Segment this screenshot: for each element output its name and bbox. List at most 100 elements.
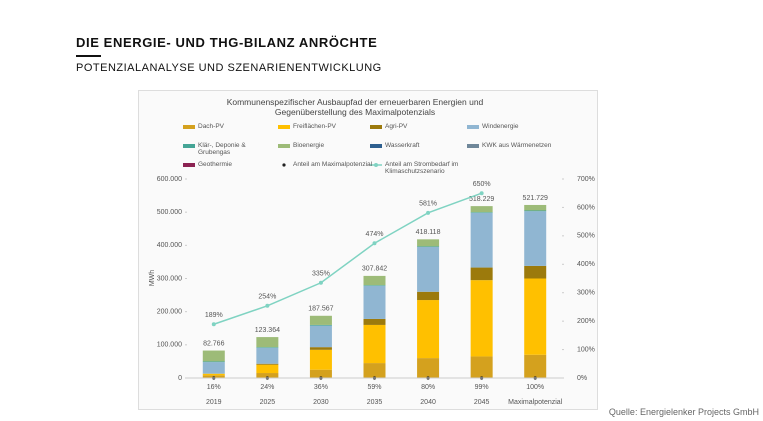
legend-swatch [370, 125, 382, 129]
x-tick-label: 2019 [206, 399, 222, 406]
line-label: 581% [419, 201, 437, 208]
x-tick-label: 2040 [420, 399, 436, 406]
bar-segment [524, 354, 547, 378]
bar-segment [470, 356, 493, 378]
bar-segment [256, 347, 279, 348]
total-label: 123.364 [255, 327, 280, 334]
line-point [211, 322, 216, 327]
legend-label: Geothermie [198, 161, 232, 168]
y2-tick-label: 500% [577, 233, 595, 240]
bar-segment [309, 324, 332, 326]
x-tick-label: 2025 [260, 399, 276, 406]
bar-segment [256, 363, 279, 365]
bar-segment [470, 212, 493, 268]
y-tick-label: 200.000 [157, 309, 182, 316]
bar-segment [363, 285, 386, 286]
line-label: 474% [366, 231, 384, 238]
bar-segment [202, 350, 225, 362]
bar-segment [417, 358, 440, 378]
bar-segment [470, 267, 493, 281]
total-label: 307.842 [362, 266, 387, 273]
y-tick-label: 400.000 [157, 242, 182, 249]
legend-label: KWK aus Wärmenetzen [482, 142, 552, 149]
line-label: 189% [205, 312, 223, 319]
bar-segment [524, 204, 547, 211]
bar-segment [470, 212, 493, 213]
source: Quelle: Energielenker Projects GmbH [608, 407, 759, 417]
line-point [318, 280, 323, 285]
bar-segment [309, 325, 332, 348]
bar-segment [256, 364, 279, 374]
y-tick-label: 0 [178, 375, 182, 382]
bar-segment [417, 246, 440, 292]
y2-tick-label: 300% [577, 290, 595, 297]
line-label: 335% [312, 271, 330, 278]
y-tick-label: 100.000 [157, 342, 182, 349]
share-label: 80% [421, 384, 435, 391]
bar-segment [417, 291, 440, 301]
bar-segment [363, 318, 386, 325]
share-label: 59% [367, 384, 381, 391]
bar-segment [363, 275, 386, 286]
legend-label: Bioenergie [293, 142, 325, 149]
legend-swatch [370, 144, 382, 148]
bar-segment [363, 285, 386, 319]
total-label: 521.729 [523, 195, 548, 202]
legend-swatch [183, 163, 195, 167]
slide-title: DIE ENERGIE- UND THG-BILANZ ANRÖCHTE [76, 35, 378, 50]
share-label: 100% [526, 384, 544, 391]
x-tick-label: 2035 [367, 399, 383, 406]
share-label: 36% [314, 384, 328, 391]
bar-segment [256, 347, 279, 364]
bar-segment [309, 369, 332, 378]
bar-segment [202, 373, 225, 376]
legend-label: Dach-PV [198, 123, 225, 130]
total-label: 418.118 [416, 229, 441, 236]
bar-segment [309, 349, 332, 370]
x-tick-label: 2045 [474, 399, 490, 406]
legend-label: Wasserkraft [385, 142, 420, 149]
y-axis-label: MWh [149, 270, 156, 286]
share-label: 24% [260, 384, 274, 391]
y-tick-label: 500.000 [157, 209, 182, 216]
y2-tick-label: 0% [577, 375, 587, 382]
y2-tick-label: 100% [577, 346, 595, 353]
x-tick-label: 2030 [313, 399, 329, 406]
legend-swatch [183, 125, 195, 129]
bar-segment [202, 362, 225, 374]
y2-tick-label: 400% [577, 261, 595, 268]
legend-label: Agri-PV [385, 123, 408, 130]
bar-segment [417, 246, 440, 247]
chart-title: Kommunenspezifischer Ausbaupfad der erne… [226, 97, 484, 117]
bar-segment [524, 265, 547, 279]
bar-segment [524, 210, 547, 212]
share-label: 99% [475, 384, 489, 391]
y2-tick-label: 200% [577, 318, 595, 325]
share-label: 16% [207, 384, 221, 391]
bar-segment [256, 337, 279, 348]
line-label: 650% [473, 181, 491, 188]
legend-swatch [183, 144, 195, 148]
bar-segment [524, 211, 547, 266]
legend-label: Windenergie [482, 123, 519, 130]
legend-swatch [278, 125, 290, 129]
bar-segment [470, 206, 493, 213]
bar-segment [470, 280, 493, 357]
legend-label: Anteil am Maximalpotenzial [293, 161, 373, 168]
slide-subtitle: POTENZIALANALYSE UND SZENARIENENTWICKLUN… [76, 62, 382, 74]
y-tick-label: 600.000 [157, 176, 182, 183]
bar-segment [417, 239, 440, 247]
bar-segment [363, 363, 386, 378]
legend-label: Anteil am Strombedarf im Klimaschutzszen… [385, 161, 459, 175]
bar-segment [309, 347, 332, 350]
legend-label: Klär-, Deponie & Grubengas [198, 142, 246, 156]
legend-swatch [278, 144, 290, 148]
total-label: 187.567 [308, 306, 333, 313]
legend-swatch [282, 163, 286, 167]
bar-segment [256, 373, 279, 378]
line-point [426, 210, 431, 215]
x-tick-label: Maximalpotenzial [508, 399, 563, 406]
line-label: 254% [258, 294, 276, 301]
